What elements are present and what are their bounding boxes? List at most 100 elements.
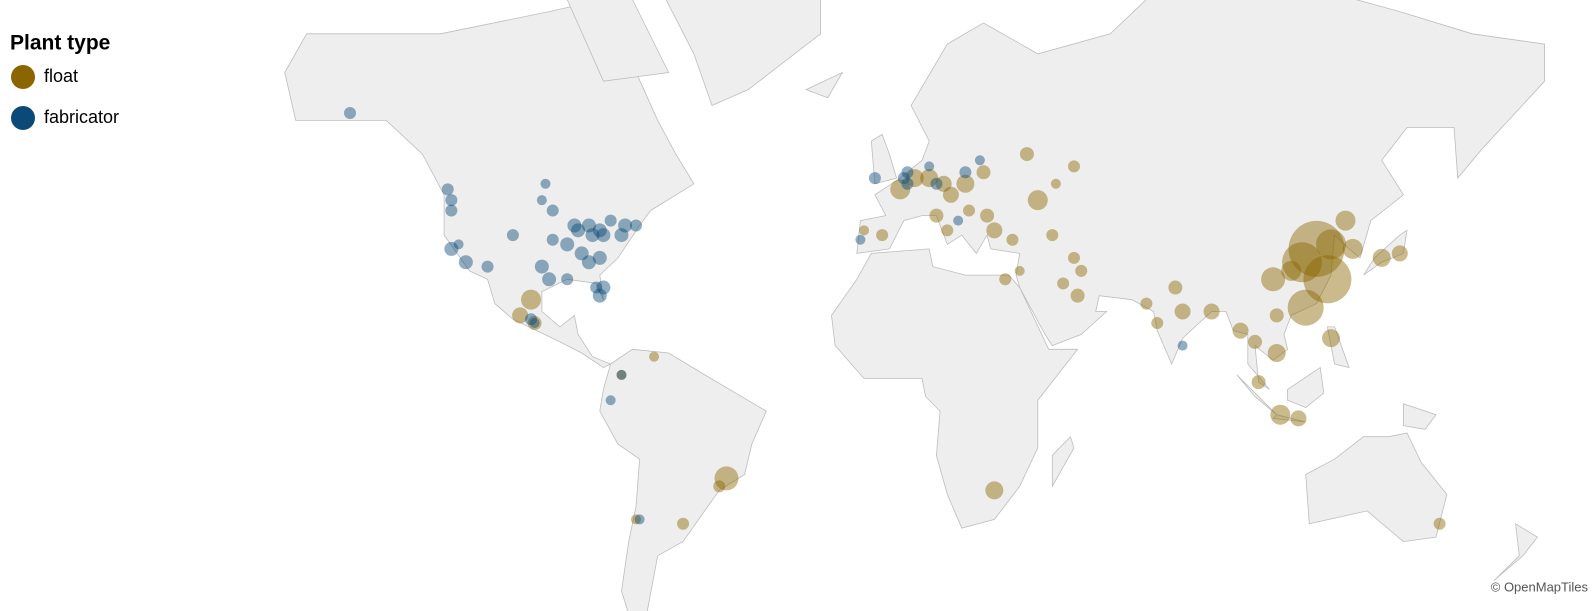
plant-bubble: [876, 229, 889, 242]
plant-bubble: [859, 225, 870, 236]
plant-bubble: [1232, 322, 1249, 339]
plant-bubble: [929, 208, 944, 223]
plant-bubble: [1261, 267, 1286, 292]
plant-bubble: [546, 204, 559, 217]
plant-bubble: [618, 218, 633, 233]
plant-bubble: [1027, 190, 1048, 211]
plant-bubble: [534, 259, 549, 274]
plant-bubble: [976, 165, 991, 180]
plant-bubble: [649, 351, 660, 362]
plant-bubble: [581, 255, 596, 270]
plant-bubble: [905, 169, 924, 188]
plant-bubble: [574, 246, 589, 261]
land-shape: [1403, 403, 1437, 430]
plant-bubble: [630, 514, 641, 525]
plant-bubble: [963, 204, 976, 217]
legend-title: Plant type: [10, 32, 110, 55]
plant-bubble: [1203, 303, 1220, 320]
plant-bubble: [1391, 245, 1408, 262]
plant-bubble: [920, 169, 939, 188]
plant-bubble: [935, 175, 952, 192]
plant-bubble: [441, 183, 454, 196]
plant-bubble: [714, 466, 739, 491]
plant-bubble: [540, 178, 551, 189]
legend-label: float: [44, 66, 78, 86]
plant-bubble: [561, 273, 574, 286]
plant-bubble: [592, 288, 607, 303]
plant-bubble: [1070, 288, 1085, 303]
land-shape: [1305, 432, 1448, 543]
plant-bubble: [1335, 210, 1356, 231]
plant-bubble: [581, 218, 596, 233]
plant-bubble: [614, 228, 629, 243]
land-shape: [805, 71, 844, 99]
land-shape: [1236, 374, 1277, 416]
plant-bubble: [1287, 289, 1324, 326]
plant-bubble: [571, 223, 586, 238]
plant-bubble: [974, 155, 985, 166]
plant-bubble: [634, 514, 645, 525]
plant-bubble: [344, 107, 356, 120]
plant-bubble: [677, 517, 690, 530]
plant-bubble: [1140, 297, 1153, 310]
land-shape: [1051, 435, 1075, 488]
land-shape: [831, 248, 1079, 529]
plant-bubble: [901, 177, 914, 190]
plant-bubble: [1177, 340, 1188, 351]
plant-bubble: [529, 318, 540, 329]
land: [284, 0, 1545, 611]
plant-bubble: [605, 395, 616, 406]
bubbles: [344, 107, 1446, 530]
plant-bubble: [1174, 303, 1191, 320]
plant-bubble: [890, 179, 911, 200]
plant-bubble: [924, 161, 935, 172]
plant-bubble: [481, 260, 494, 273]
plant-bubble: [1248, 334, 1262, 349]
plant-bubble: [930, 177, 943, 190]
plant-bubble: [616, 369, 627, 380]
plant-bubble: [1068, 160, 1080, 173]
land-shape: [1287, 366, 1325, 408]
plant-bubble: [506, 229, 519, 242]
plant-bubble: [1075, 264, 1088, 277]
plant-bubble: [560, 237, 575, 252]
plant-bubble: [1068, 251, 1080, 264]
plant-bubble: [959, 166, 972, 179]
plant-bubble: [512, 307, 529, 324]
plant-bubble: [953, 215, 964, 226]
plant-bubble: [1372, 248, 1391, 267]
plant-bubble: [1270, 404, 1291, 425]
plant-bubble: [986, 222, 1003, 239]
attribution: © OpenMapTiles: [1491, 579, 1589, 594]
land-shape: [856, 0, 1545, 390]
plant-bubble: [445, 204, 458, 217]
plant-bubble: [590, 281, 603, 294]
plant-bubble: [1151, 317, 1164, 330]
legend-swatch: [11, 65, 35, 89]
plant-bubble: [941, 224, 954, 237]
plant-bubble: [1050, 178, 1061, 189]
plant-bubble: [999, 273, 1012, 286]
plant-bubble: [521, 289, 541, 310]
plant-bubble: [567, 218, 582, 233]
plant-bubble: [1342, 238, 1363, 259]
plant-bubble: [445, 194, 458, 207]
plant-bubble: [1281, 260, 1302, 281]
land-shape: [870, 133, 898, 185]
plant-bubble: [1019, 147, 1034, 162]
plant-bubble: [1433, 517, 1446, 530]
plant-bubble: [901, 166, 914, 179]
plant-bubble: [1322, 329, 1341, 348]
plant-bubble: [1267, 344, 1286, 363]
plant-bubble: [592, 223, 607, 238]
plant-bubble: [1288, 220, 1345, 277]
plant-bubble: [1014, 265, 1025, 276]
plant-bubble: [1290, 410, 1307, 427]
plant-bubble: [596, 280, 611, 295]
plant-bubble: [1269, 308, 1284, 323]
land-shape: [665, 0, 821, 107]
plant-bubble: [980, 208, 995, 223]
plant-bubble: [942, 186, 959, 203]
land-shape: [1326, 326, 1350, 369]
